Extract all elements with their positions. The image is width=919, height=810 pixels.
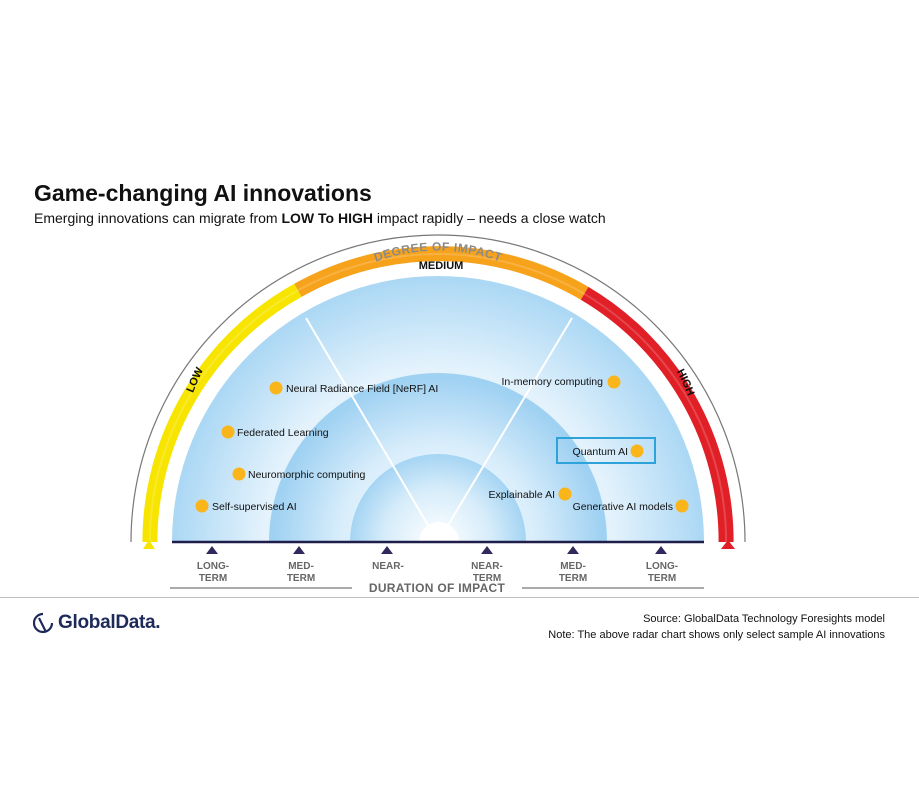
innovation-label: Generative AI models <box>573 501 673 513</box>
innovation-dot <box>558 487 572 501</box>
globaldata-logo: GlobalData. <box>33 612 161 634</box>
duration-label-line: TERM <box>199 573 227 584</box>
duration-marker-med-right <box>567 546 579 554</box>
innovation-quantum-ai: Quantum AI <box>556 437 656 464</box>
duration-label-near-left: NEAR- <box>372 561 404 572</box>
page-subtitle: Emerging innovations can migrate from LO… <box>34 210 606 226</box>
subtitle-start: Emerging innovations can migrate from <box>34 210 282 226</box>
duration-marker-near-left <box>381 546 393 554</box>
medium-impact-band <box>294 246 589 300</box>
high-end-marker <box>721 540 735 549</box>
outer-boundary-arc <box>130 234 746 543</box>
duration-label-long-right: LONG-TERM <box>646 561 678 584</box>
innovation-label: In-memory computing <box>501 376 603 388</box>
duration-label-line: MED- <box>288 561 314 572</box>
source-note: Source: GlobalData Technology Foresights… <box>548 611 885 643</box>
innovation-explainable-ai: Explainable AI <box>488 487 572 501</box>
duration-label-line: TERM <box>559 573 587 584</box>
band-highlight <box>148 252 728 543</box>
innovation-label: Federated Learning <box>237 427 329 439</box>
innovation-dot <box>232 467 246 481</box>
globaldata-logo-text: GlobalData. <box>58 612 161 633</box>
duration-label-med-right: MED-TERM <box>559 561 587 584</box>
medium-label: MEDIUM <box>419 260 464 272</box>
highlight-box <box>556 437 656 464</box>
note-text: Note: The above radar chart shows only s… <box>548 629 885 641</box>
innovation-label: Self-supervised AI <box>212 501 297 513</box>
innovation-label: Explainable AI <box>488 489 555 501</box>
duration-axis-title: DURATION OF IMPACT <box>369 581 506 595</box>
duration-marker-med-left <box>293 546 305 554</box>
innovation-neuromorphic-computing: Neuromorphic computing <box>232 467 365 481</box>
footer-divider <box>0 597 919 598</box>
duration-label-line: NEAR- <box>372 561 404 572</box>
innovation-label: Neural Radiance Field [NeRF] AI <box>286 383 438 395</box>
innovation-label: Quantum AI <box>573 446 628 458</box>
duration-label-line: TERM <box>473 573 501 584</box>
low-end-marker <box>143 540 155 549</box>
impact-radar: DEGREE OF IMPACT MEDIUM LOW HIGH LONG-TE… <box>130 234 746 595</box>
inner-field <box>350 454 526 542</box>
innovation-nerf: Neural Radiance Field [NeRF] AI <box>269 381 438 395</box>
innovation-generative-ai-models: Generative AI models <box>573 499 689 513</box>
duration-label-line: TERM <box>287 573 315 584</box>
duration-marker-long-right <box>655 546 667 554</box>
innovation-dot <box>607 375 621 389</box>
subtitle-end: impact rapidly – needs a close watch <box>372 210 606 226</box>
duration-label-line: LONG- <box>646 561 678 572</box>
page-title: Game-changing AI innovations <box>34 180 372 206</box>
innovation-in-memory-computing: In-memory computing <box>501 375 621 389</box>
right-divider-line <box>437 317 573 543</box>
innovation-dot <box>195 499 209 513</box>
innovation-federated-learning: Federated Learning <box>221 425 329 439</box>
innovation-label: Neuromorphic computing <box>248 469 365 481</box>
innovation-dot <box>221 425 235 439</box>
duration-label-line: NEAR- <box>471 561 503 572</box>
duration-label-line: MED- <box>560 561 586 572</box>
low-impact-band <box>142 283 302 543</box>
innovation-self-supervised-ai: Self-supervised AI <box>195 499 297 513</box>
duration-label-line: TERM <box>648 573 676 584</box>
innovation-dot <box>269 381 283 395</box>
duration-label-long-left: LONG-TERM <box>197 561 229 584</box>
duration-marker-near-right <box>481 546 493 554</box>
duration-label-near-right: NEAR-TERM <box>471 561 503 584</box>
innovation-dot <box>630 444 644 458</box>
globaldata-logo-icon <box>33 612 53 634</box>
subtitle-emphasis: LOW To HIGH <box>281 210 373 226</box>
duration-marker-long-left <box>206 546 218 554</box>
duration-label-med-left: MED-TERM <box>287 561 315 584</box>
left-divider-line <box>305 317 439 543</box>
high-impact-band <box>580 286 734 543</box>
duration-label-line: LONG- <box>197 561 229 572</box>
innovation-dot <box>675 499 689 513</box>
source-text: Source: GlobalData Technology Foresights… <box>643 613 885 625</box>
